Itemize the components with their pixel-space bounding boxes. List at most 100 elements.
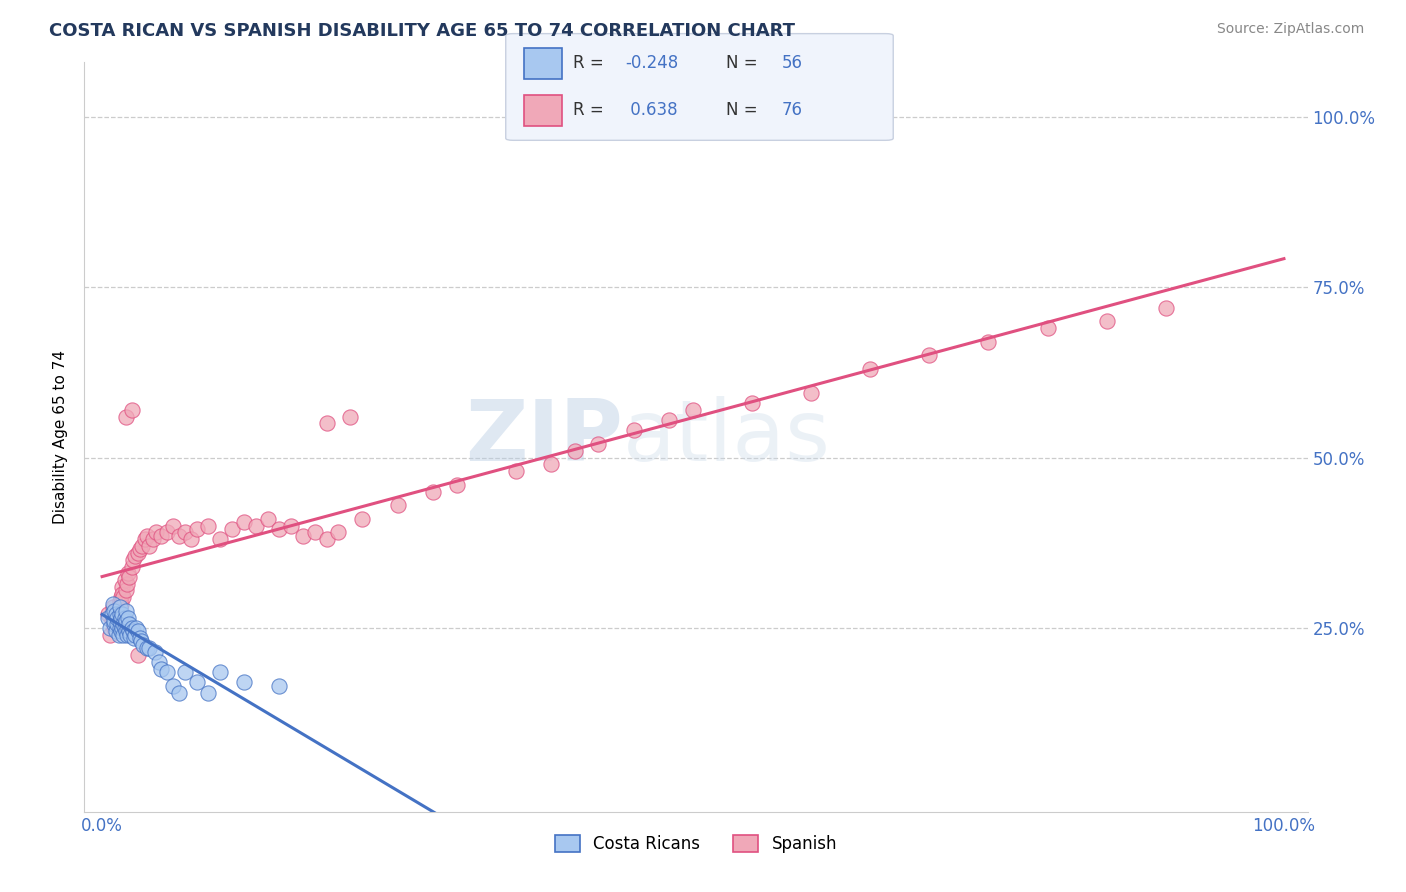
Point <box>588 437 610 451</box>
Point <box>328 525 350 540</box>
Point <box>118 624 141 639</box>
Point <box>127 648 149 662</box>
Point <box>150 662 173 676</box>
Point <box>564 443 586 458</box>
Point <box>107 617 129 632</box>
Point <box>129 631 152 645</box>
Point <box>138 539 160 553</box>
Point <box>124 549 146 564</box>
Point <box>107 617 129 632</box>
Point <box>292 529 315 543</box>
Point <box>98 621 121 635</box>
Point <box>115 576 138 591</box>
Point <box>1154 301 1177 315</box>
Point <box>118 617 141 632</box>
Point <box>131 539 153 553</box>
Point <box>111 621 134 635</box>
FancyBboxPatch shape <box>524 95 561 126</box>
Point <box>121 559 143 574</box>
Point <box>623 423 645 437</box>
Point <box>111 607 134 622</box>
Point <box>110 597 132 611</box>
Point <box>105 624 128 639</box>
Point <box>108 614 131 628</box>
Point <box>108 600 131 615</box>
Point <box>540 458 562 472</box>
Point <box>110 590 132 604</box>
Point <box>180 533 202 547</box>
Point <box>232 515 254 529</box>
Point <box>114 610 136 624</box>
Point <box>186 522 208 536</box>
Point <box>129 542 152 557</box>
Point <box>117 566 139 581</box>
Point <box>122 631 145 645</box>
Point <box>132 638 155 652</box>
Point <box>156 665 179 679</box>
Point <box>114 583 136 598</box>
Point <box>162 518 184 533</box>
Text: COSTA RICAN VS SPANISH DISABILITY AGE 65 TO 74 CORRELATION CHART: COSTA RICAN VS SPANISH DISABILITY AGE 65… <box>49 22 796 40</box>
Point <box>315 417 337 431</box>
Point <box>150 529 173 543</box>
Text: R =: R = <box>572 101 609 119</box>
Point <box>107 610 129 624</box>
Point <box>107 627 129 641</box>
Point <box>136 529 159 543</box>
Point <box>124 627 146 641</box>
Point <box>108 593 131 607</box>
Point <box>111 587 134 601</box>
Point <box>209 665 232 679</box>
FancyBboxPatch shape <box>506 34 893 140</box>
Point <box>197 685 219 699</box>
Point <box>114 614 136 628</box>
Text: atlas: atlas <box>623 395 831 479</box>
Point <box>280 518 302 533</box>
Point <box>148 655 170 669</box>
Text: 56: 56 <box>782 54 803 72</box>
Point <box>105 604 128 618</box>
Point <box>186 675 208 690</box>
Point <box>162 679 184 693</box>
Point <box>352 512 374 526</box>
FancyBboxPatch shape <box>524 48 561 78</box>
Point <box>112 627 135 641</box>
Point <box>112 590 135 604</box>
Point <box>104 610 127 624</box>
Point <box>103 617 125 632</box>
Point <box>118 570 141 584</box>
Point <box>100 607 122 622</box>
Point <box>121 621 143 635</box>
Point <box>114 409 136 424</box>
Point <box>114 624 136 639</box>
Point <box>197 518 219 533</box>
Text: Source: ZipAtlas.com: Source: ZipAtlas.com <box>1216 22 1364 37</box>
Point <box>98 627 121 641</box>
Point <box>387 498 409 512</box>
Point <box>100 614 122 628</box>
Point <box>422 484 444 499</box>
Point <box>658 413 681 427</box>
Point <box>138 641 160 656</box>
Text: ZIP: ZIP <box>465 395 623 479</box>
Text: 0.638: 0.638 <box>624 101 678 119</box>
Point <box>1036 321 1059 335</box>
Point <box>156 525 179 540</box>
Point <box>114 604 136 618</box>
Point <box>134 533 156 547</box>
Point <box>173 665 195 679</box>
Point <box>918 348 941 362</box>
Point <box>800 385 823 400</box>
Point <box>121 552 143 566</box>
Point <box>446 477 468 491</box>
Point <box>111 580 134 594</box>
Point <box>173 525 195 540</box>
Point <box>127 624 149 639</box>
Text: N =: N = <box>725 54 762 72</box>
Point <box>125 621 148 635</box>
Point <box>339 409 361 424</box>
Point <box>110 610 132 624</box>
Point <box>129 634 152 648</box>
Point <box>1095 314 1118 328</box>
Point <box>145 525 167 540</box>
